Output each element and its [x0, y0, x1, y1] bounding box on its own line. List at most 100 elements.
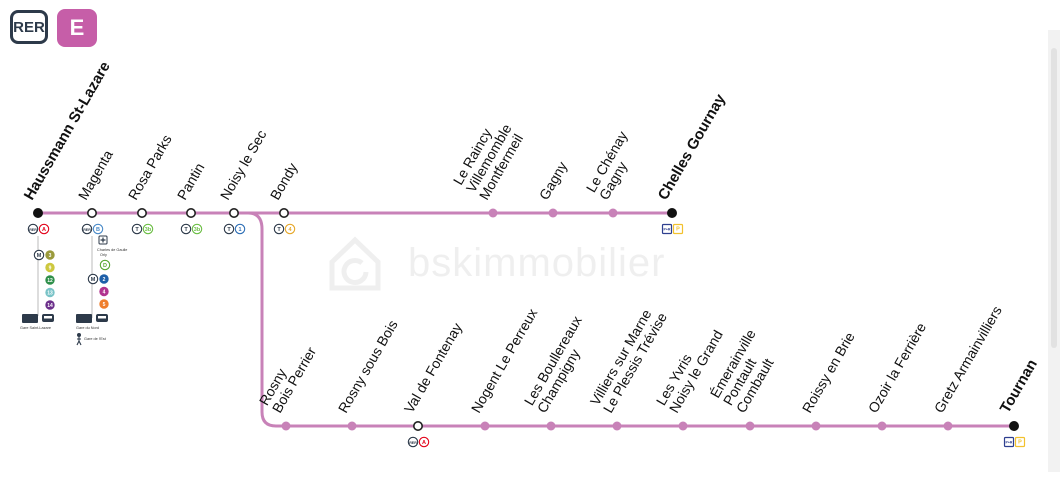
metro-line-icon-label: 2 [103, 277, 106, 283]
station-label-line: Chelles Gournay [655, 91, 730, 203]
station-label-rosa-parks: Rosa Parks [125, 132, 175, 203]
parking-icon [661, 223, 673, 235]
station-label-gagny: Gagny [536, 159, 570, 203]
pedestrian-icon-body [76, 337, 82, 346]
scrollbar-thumb[interactable] [1051, 48, 1057, 348]
stop-dot [347, 421, 357, 431]
line-icon-label: A [422, 440, 426, 446]
watermark: bskimmobilier [320, 228, 666, 298]
metro-line-icon [45, 262, 55, 273]
station-label-line: Noisy le Sec [217, 127, 270, 202]
line-e-badge: E [57, 9, 97, 47]
mode-icon [223, 223, 235, 235]
station-building-icon [22, 314, 38, 323]
parking-icon-label: P+R [1006, 441, 1013, 445]
stop-dot [811, 421, 821, 431]
line-icon [38, 223, 50, 235]
parking-icon [672, 223, 684, 235]
station-label-line: Val de Fontenay [401, 320, 465, 415]
station-building-icon [76, 314, 92, 323]
train-window [44, 316, 52, 319]
station-caption: Gare de l'Est [84, 337, 107, 341]
parking-icon [1014, 436, 1026, 448]
mode-icon-label: RER [409, 441, 417, 445]
station-label-yvris: Les YvrisNoisy le Grand [653, 320, 726, 416]
line-icon [284, 223, 296, 235]
mode-icon [87, 273, 99, 285]
station-label-line: Tournan [997, 356, 1041, 416]
interchange-circle [137, 208, 148, 219]
watermark-logo-icon [329, 236, 381, 291]
terminus-dot [667, 208, 677, 218]
metro-line-icon-label: 3 [49, 253, 52, 259]
mode-icon [273, 223, 285, 235]
line-icon [92, 223, 104, 235]
station-label-chelles: Chelles Gournay [655, 91, 730, 203]
line-icon [234, 223, 246, 235]
metro-line-icon-label: 13 [47, 290, 53, 296]
station-label-rosny-bois-perrier: RosnyBois Perrier [256, 336, 320, 415]
stop-dot [488, 208, 498, 218]
stop-dot [678, 421, 688, 431]
line-icon [191, 223, 203, 235]
station-label-tournan: Tournan [997, 356, 1041, 416]
interchange-circle [412, 420, 423, 431]
station-label-magenta: Magenta [75, 147, 116, 202]
line-icon-label: A [42, 227, 46, 233]
station-label-line: Bondy [267, 160, 301, 202]
mode-icon [33, 249, 45, 261]
parking-icon [1003, 436, 1015, 448]
stop-dot [608, 208, 618, 218]
station-label-line: Magenta [75, 147, 116, 202]
parking-icon-label: P [676, 227, 680, 233]
stop-dot [546, 421, 556, 431]
rer-d-label: D [103, 263, 107, 269]
terminus-dot [1009, 421, 1019, 431]
metro-line-icon [45, 287, 55, 298]
stop-dot [877, 421, 887, 431]
station-label-line: Gagny [536, 159, 570, 203]
station-label-pantin: Pantin [174, 160, 208, 202]
parking-icon-label: P+R [664, 228, 671, 232]
metro-line-icon-label: 5 [103, 302, 106, 308]
line-icon-label: 3b [145, 227, 152, 233]
mode-icon-label: RER [29, 228, 37, 232]
interchange-circle [87, 208, 98, 219]
airport-plane-glyph [100, 237, 106, 243]
line-icon-label: 1 [238, 227, 241, 233]
station-caption: Charles de Gaulle [97, 248, 127, 252]
metro-line-icon [45, 250, 55, 260]
interchange-circle [186, 208, 197, 219]
stop-dot [281, 421, 291, 431]
station-label-bondy: Bondy [267, 160, 301, 202]
metro-line-icon [99, 286, 109, 297]
station-label-ozoir: Ozoir la Ferrière [865, 320, 930, 416]
mode-icon [27, 223, 39, 235]
stop-dot [745, 421, 755, 431]
station-label-le-raincy: Le RaincyVillemombleMontfermeil [450, 114, 528, 203]
line-icon-label: B [96, 227, 100, 233]
mode-icon-label: M [37, 253, 42, 259]
stop-dot [548, 208, 558, 218]
line-icon-label: 3b [194, 227, 201, 233]
rer-badge: RER [10, 10, 48, 44]
metro-line-icon-label: 14 [47, 303, 53, 309]
interchange-circle [229, 208, 240, 219]
station-caption: Orly [100, 253, 107, 257]
station-caption: Gare du Nord [76, 326, 99, 330]
terminus-dot [33, 208, 43, 218]
station-label-noisy-le-sec: Noisy le Sec [217, 127, 270, 202]
mode-icon [131, 223, 143, 235]
track-branch-tournan [247, 211, 1014, 428]
station-label-line: Rosa Parks [125, 132, 175, 203]
mode-icon-label: T [277, 227, 281, 233]
stop-dot [612, 421, 622, 431]
mode-icon-label: T [135, 227, 139, 233]
mode-icon-label: T [184, 227, 188, 233]
interchange-circle [278, 208, 289, 219]
metro-line-icon [45, 275, 55, 285]
metro-line-icon [45, 300, 55, 310]
train-window [98, 316, 106, 319]
station-label-line: Rosny sous Bois [335, 317, 401, 415]
